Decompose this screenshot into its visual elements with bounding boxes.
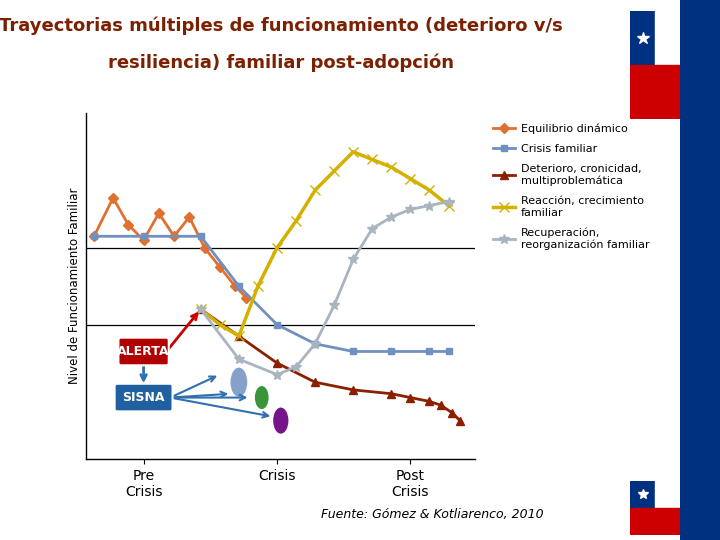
Text: resiliencia) familiar post-adopción: resiliencia) familiar post-adopción (108, 54, 454, 72)
FancyBboxPatch shape (114, 384, 173, 411)
Bar (630, 65, 680, 119)
Legend: Equilibrio dinámico, Crisis familiar, Deterioro, cronicidad,
multiproblemática, : Equilibrio dinámico, Crisis familiar, De… (489, 119, 654, 255)
Bar (630, 11, 655, 65)
Bar (630, 481, 655, 508)
Bar (655, 11, 680, 65)
Y-axis label: Nivel de Funcionamiento Familiar: Nivel de Funcionamiento Familiar (68, 188, 81, 384)
Text: SISNA: SISNA (122, 391, 165, 404)
Bar (630, 508, 680, 535)
Ellipse shape (230, 368, 247, 397)
Bar (655, 481, 680, 508)
Text: ALERTA: ALERTA (117, 345, 170, 358)
Ellipse shape (273, 408, 289, 434)
Text: Trayectorias múltiples de funcionamiento (deterioro v/s: Trayectorias múltiples de funcionamiento… (0, 16, 562, 35)
Text: Fuente: Gómez & Kotliarenco, 2010: Fuente: Gómez & Kotliarenco, 2010 (320, 508, 544, 522)
FancyBboxPatch shape (118, 338, 168, 365)
Ellipse shape (255, 386, 269, 409)
